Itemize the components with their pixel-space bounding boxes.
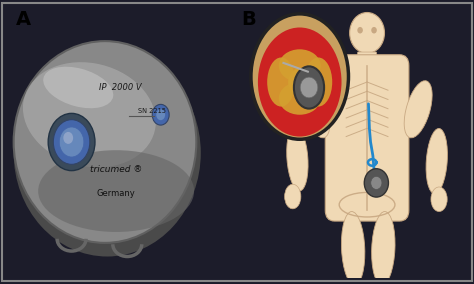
Circle shape xyxy=(371,27,377,34)
Text: B: B xyxy=(242,10,256,29)
Circle shape xyxy=(53,120,90,164)
Ellipse shape xyxy=(267,57,295,106)
Circle shape xyxy=(48,113,95,171)
Ellipse shape xyxy=(304,57,332,106)
Ellipse shape xyxy=(38,150,194,232)
Ellipse shape xyxy=(284,184,301,209)
Ellipse shape xyxy=(426,128,447,194)
Ellipse shape xyxy=(43,67,113,108)
Ellipse shape xyxy=(294,66,324,108)
Ellipse shape xyxy=(23,62,156,167)
Ellipse shape xyxy=(288,68,311,96)
FancyBboxPatch shape xyxy=(325,55,409,221)
Polygon shape xyxy=(356,52,379,66)
Ellipse shape xyxy=(258,28,341,137)
Circle shape xyxy=(300,77,318,98)
Ellipse shape xyxy=(14,41,196,243)
Ellipse shape xyxy=(279,82,320,115)
Circle shape xyxy=(350,12,384,53)
Circle shape xyxy=(357,27,363,34)
Ellipse shape xyxy=(431,187,447,212)
Ellipse shape xyxy=(404,81,432,138)
Ellipse shape xyxy=(302,81,330,138)
Circle shape xyxy=(156,109,165,120)
Text: SN 2215: SN 2215 xyxy=(138,108,166,114)
Ellipse shape xyxy=(372,212,395,284)
Ellipse shape xyxy=(341,212,365,284)
Text: A: A xyxy=(16,10,31,29)
Text: IP  2000 V: IP 2000 V xyxy=(99,83,142,92)
Text: tricumed ®: tricumed ® xyxy=(90,165,142,174)
Ellipse shape xyxy=(14,49,201,256)
Ellipse shape xyxy=(279,49,320,82)
Text: Germany: Germany xyxy=(97,189,136,198)
Ellipse shape xyxy=(251,14,348,139)
Ellipse shape xyxy=(287,126,308,191)
Circle shape xyxy=(64,132,73,144)
Circle shape xyxy=(59,127,84,157)
Circle shape xyxy=(371,176,382,189)
Circle shape xyxy=(365,169,388,197)
Circle shape xyxy=(152,105,169,125)
